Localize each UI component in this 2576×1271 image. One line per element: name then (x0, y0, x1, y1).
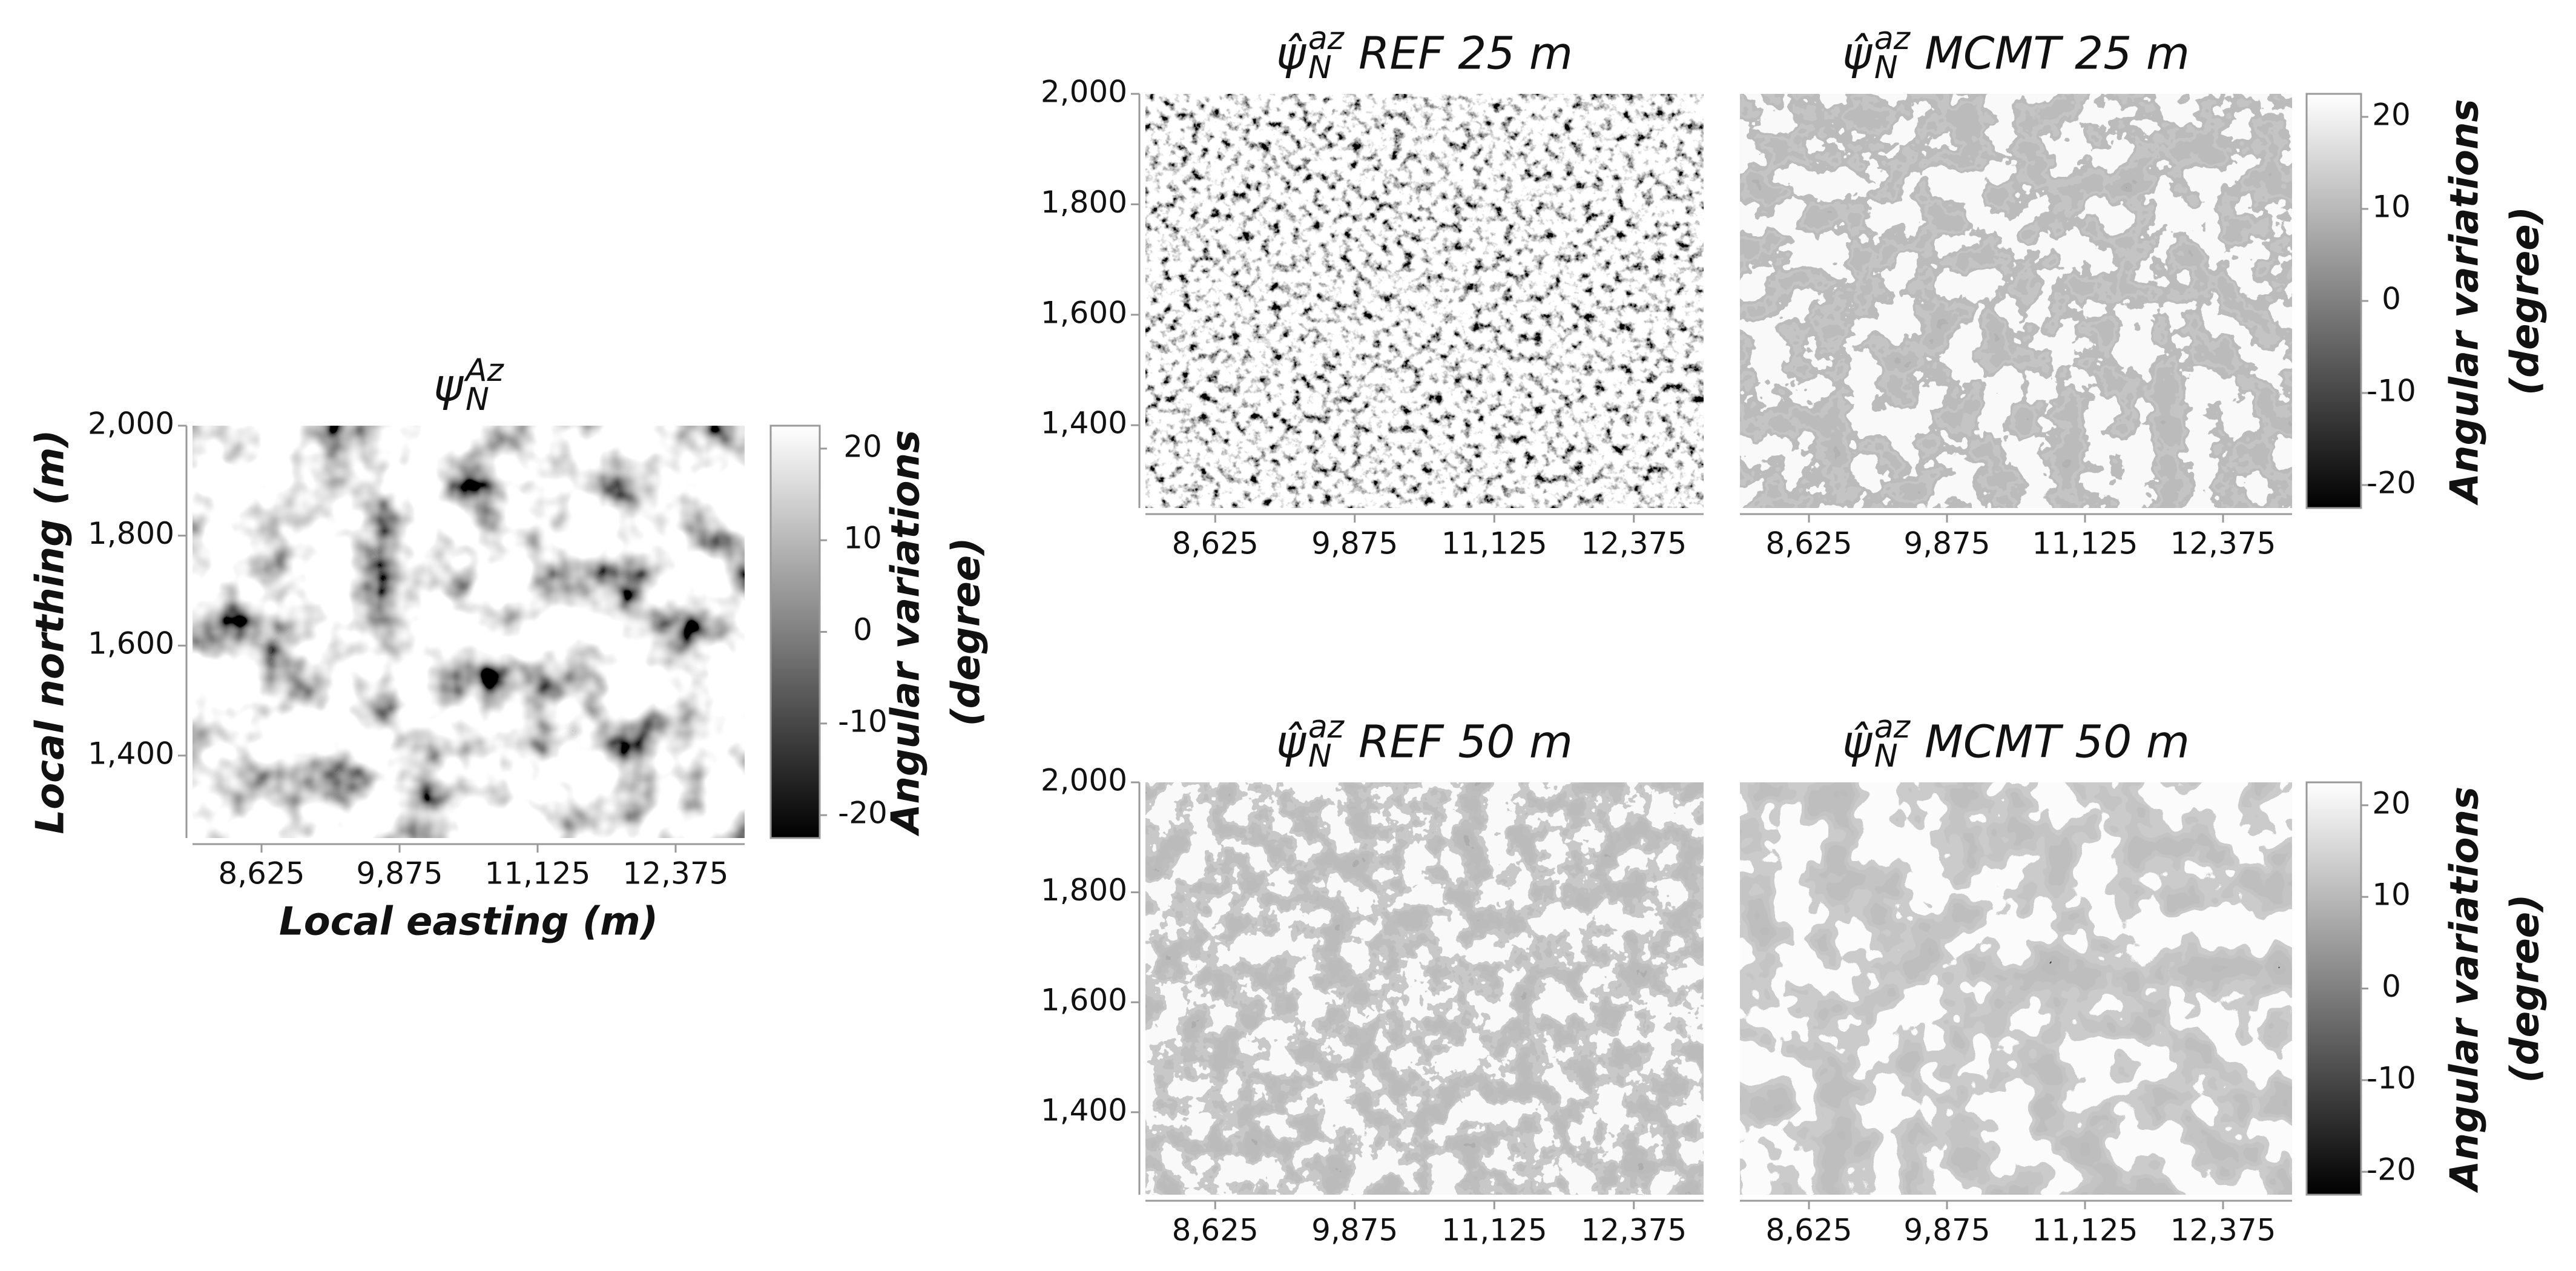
y-tick-label: 1,600 (88, 626, 174, 661)
x-tick-label: 12,375 (2170, 526, 2276, 561)
y-tick-label: 1,800 (88, 516, 174, 551)
x-tick-label: 12,375 (1581, 1213, 1687, 1248)
colorbar-tick-label: 20 (2372, 97, 2411, 133)
x-tick-label: 8,625 (1765, 1213, 1852, 1248)
colorbar-label: Angular variations (2443, 787, 2488, 1193)
y-axis-label: Local northing (m) (28, 429, 73, 834)
colorbar-tick-label: 0 (2382, 282, 2401, 317)
x-tick-label: 9,875 (1311, 1213, 1398, 1248)
colorbar-tick-label: 20 (2372, 785, 2411, 820)
colorbar (2305, 93, 2362, 509)
colorbar-tick-label: 10 (843, 521, 882, 556)
colorbar-label: (degree) (2503, 894, 2548, 1083)
x-tick-label: 9,875 (356, 856, 443, 891)
title-superscript: az (1308, 709, 1345, 745)
x-tick-label: 11,125 (1441, 526, 1547, 561)
title-subscript: N (1308, 738, 1332, 774)
x-tick-label: 12,375 (1581, 526, 1687, 561)
y-tick-label: 2,000 (1041, 74, 1127, 110)
colorbar-label: (degree) (944, 538, 989, 727)
title-text: REF 25 m (1359, 28, 1573, 80)
x-tick-label: 9,875 (1311, 526, 1398, 561)
x-tick-label: 8,625 (218, 856, 305, 891)
colorbar-tick-label: 0 (2382, 969, 2401, 1004)
y-tick-label: 1,400 (1041, 1092, 1127, 1127)
title-superscript: az (1874, 21, 1911, 57)
title-text: MCMT 50 m (1925, 716, 2190, 768)
colorbar-label: (degree) (2503, 206, 2548, 395)
heatmap-image (1740, 782, 2292, 1195)
heatmap-image (1145, 782, 1704, 1195)
title-text: MCMT 25 m (1925, 28, 2190, 80)
y-tick-label: 1,600 (1041, 295, 1127, 330)
y-tick-label: 1,400 (88, 736, 174, 771)
title-symbol: ψ̂ (1842, 716, 1873, 768)
colorbar (769, 424, 821, 839)
x-tick-label: 8,625 (1172, 1213, 1259, 1248)
colorbar-tick-label: -20 (2367, 466, 2416, 501)
title-text: REF 50 m (1359, 716, 1573, 768)
heatmap-image (193, 426, 745, 838)
x-tick-label: 9,875 (1903, 1213, 1990, 1248)
title-superscript: az (1874, 709, 1911, 745)
x-tick-label: 11,125 (485, 856, 591, 891)
title-subscript: N (1874, 738, 1898, 774)
title-symbol: ψ̂ (1276, 28, 1306, 80)
colorbar-tick-label: -20 (838, 796, 888, 831)
heatmap-image (1740, 94, 2292, 508)
x-tick-label: 12,375 (2170, 1213, 2276, 1248)
colorbar-tick-label: -10 (2367, 374, 2416, 409)
x-tick-label: 11,125 (1441, 1213, 1547, 1248)
x-tick-label: 8,625 (1172, 526, 1259, 561)
panel-title: ψ̂ azN MCMT 25 m (1842, 21, 2190, 86)
colorbar-tick-label: -20 (2367, 1152, 2416, 1187)
colorbar-tick-label: 10 (2372, 190, 2411, 225)
x-tick-label: 8,625 (1765, 526, 1852, 561)
title-superscript: Az (464, 352, 505, 389)
colorbar-tick-label: 20 (843, 429, 882, 464)
y-tick-label: 2,000 (88, 406, 174, 441)
y-tick-label: 1,800 (1041, 873, 1127, 908)
y-tick-label: 1,600 (1041, 983, 1127, 1018)
colorbar-tick-label: 10 (2372, 877, 2411, 913)
colorbar-tick-label: -10 (838, 704, 888, 739)
panel-title: ψ̂ azN REF 50 m (1276, 709, 1573, 774)
title-subscript: N (1308, 50, 1332, 86)
panel-title: ψ AzN (433, 352, 504, 418)
panel-title: ψ̂ azN REF 25 m (1276, 21, 1573, 86)
x-tick-label: 9,875 (1903, 526, 1990, 561)
x-tick-label: 11,125 (2032, 1213, 2138, 1248)
title-symbol: ψ (433, 360, 464, 412)
x-tick-label: 11,125 (2032, 526, 2138, 561)
heatmap-image (1145, 94, 1704, 508)
colorbar-tick-label: 0 (853, 612, 872, 647)
title-subscript: N (466, 381, 489, 418)
colorbar-label: Angular variations (2443, 99, 2488, 506)
title-symbol: ψ̂ (1276, 716, 1306, 768)
x-tick-label: 12,375 (623, 856, 729, 891)
y-tick-label: 2,000 (1041, 763, 1127, 798)
y-tick-label: 1,800 (1041, 185, 1127, 220)
y-tick-label: 1,400 (1041, 406, 1127, 441)
title-superscript: az (1308, 21, 1345, 57)
colorbar (2305, 781, 2362, 1196)
colorbar-label: Angular variations (884, 430, 929, 837)
colorbar-tick-label: -10 (2367, 1060, 2416, 1095)
title-subscript: N (1874, 50, 1898, 86)
panel-title: ψ̂ azN MCMT 50 m (1842, 709, 2190, 774)
title-symbol: ψ̂ (1842, 28, 1873, 80)
x-axis-label: Local easting (m) (279, 900, 658, 945)
